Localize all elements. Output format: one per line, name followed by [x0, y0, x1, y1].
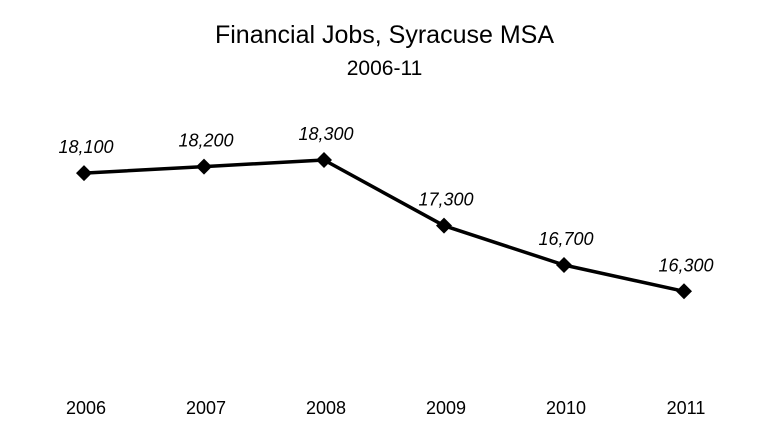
- x-tick-label: 2010: [546, 398, 586, 418]
- chart-subtitle: 2006-11: [346, 57, 423, 80]
- chart-title: Financial Jobs, Syracuse MSA: [214, 21, 555, 49]
- x-tick-label: 2006: [66, 398, 106, 418]
- data-point-marker: [436, 217, 452, 234]
- data-label: 16,300: [658, 255, 713, 275]
- data-point-marker: [196, 158, 212, 175]
- data-label: 17,300: [418, 190, 473, 210]
- data-point-marker: [556, 257, 572, 274]
- data-label: 16,700: [538, 229, 593, 249]
- data-point-marker: [316, 152, 332, 169]
- series-line: [83, 158, 685, 294]
- data-point-marker: [676, 283, 692, 300]
- data-point-marker: [76, 165, 92, 182]
- data-label: 18,300: [298, 124, 353, 144]
- x-tick-label: 2011: [667, 398, 706, 418]
- x-tick-label: 2007: [186, 398, 226, 418]
- x-tick-label: 2009: [426, 398, 466, 418]
- data-label: 18,200: [178, 131, 233, 151]
- x-tick-label: 2008: [306, 398, 346, 418]
- data-label: 18,100: [58, 137, 113, 157]
